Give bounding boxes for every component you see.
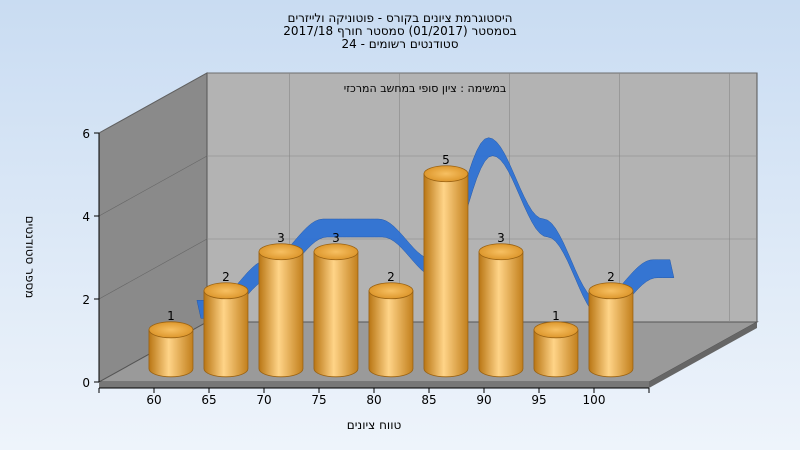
bar-body: [588, 290, 634, 378]
bar-value-label: 2: [607, 270, 615, 284]
bar: 1: [533, 309, 579, 378]
x-tick-label: 90: [476, 393, 491, 407]
bar-value-label: 1: [552, 309, 560, 323]
x-tick-label: 80: [366, 393, 381, 407]
bar-cap: [258, 243, 304, 261]
bar-cap: [588, 282, 634, 300]
bar: 2: [368, 270, 414, 378]
bar-body: [533, 329, 579, 378]
x-tick-label: 100: [583, 393, 606, 407]
bar-body: [148, 329, 194, 378]
bar-body: [368, 290, 414, 378]
y-tick-label: 6: [82, 127, 90, 141]
bar: 5: [423, 153, 469, 378]
bar-cap: [368, 282, 414, 300]
x-axis: 60 65 70 75 80 85 90 95 100: [98, 387, 650, 407]
bar-value-label: 2: [222, 270, 230, 284]
grid-line-side: [98, 238, 208, 300]
bar: 3: [313, 231, 359, 378]
title-line-2: בסמסטר (01/2017) סמסטר חורף 2017/18: [283, 24, 516, 38]
bar-value-label: 5: [442, 153, 450, 167]
bar-value-label: 2: [387, 270, 395, 284]
x-tick-label: 60: [146, 393, 161, 407]
grid-lines: [98, 72, 757, 322]
floor-front-edge: [99, 382, 649, 388]
bar-value-label: 3: [497, 231, 505, 245]
bar: 3: [478, 231, 524, 378]
bar-body: [203, 290, 249, 378]
title-line-3: סטודנטים רשומים - 24: [341, 37, 458, 51]
chart-subtitle: במשימה : ציון סופי במחשב המרכזי: [344, 82, 507, 95]
y-tick-label: 2: [82, 293, 90, 307]
bar-value-label: 3: [332, 231, 340, 245]
bar-value-label: 1: [167, 309, 175, 323]
bar-cap: [478, 243, 524, 261]
bar-body: [423, 173, 469, 378]
bar: 3: [258, 231, 304, 378]
floor-right-edge: [649, 322, 757, 388]
y-axis-label: מספר סטודנטים: [23, 216, 37, 299]
bar-cap: [423, 165, 469, 183]
bar-body: [258, 251, 304, 378]
x-tick-label: 70: [256, 393, 271, 407]
grid-line-side: [98, 155, 208, 217]
x-tick-label: 65: [201, 393, 216, 407]
x-tick-label: 85: [421, 393, 436, 407]
y-tick-label: 4: [82, 210, 90, 224]
bars-group: 1 2 3 3 2 5 3 1 2: [148, 153, 634, 378]
bar: 2: [203, 270, 249, 378]
bar-body: [313, 251, 359, 378]
bar-cap: [313, 243, 359, 261]
y-tick-label: 0: [82, 376, 90, 390]
bar-body: [478, 251, 524, 378]
bar-cap: [148, 321, 194, 339]
bar-value-label: 3: [277, 231, 285, 245]
bar: 1: [148, 309, 194, 378]
chart-title: היסטוגרמת ציונים בקורס - פוטוניקה ולייזר…: [283, 11, 516, 51]
bar-cap: [533, 321, 579, 339]
bar-cap: [203, 282, 249, 300]
title-line-1: היסטוגרמת ציונים בקורס - פוטוניקה ולייזר…: [287, 11, 512, 25]
y-axis: 0 2 4 6: [82, 127, 100, 390]
bar: 2: [588, 270, 634, 378]
grid-line-side: [98, 72, 208, 134]
x-axis-label: טווח ציונים: [347, 418, 402, 432]
x-tick-label: 75: [311, 393, 326, 407]
x-tick-label: 95: [531, 393, 546, 407]
